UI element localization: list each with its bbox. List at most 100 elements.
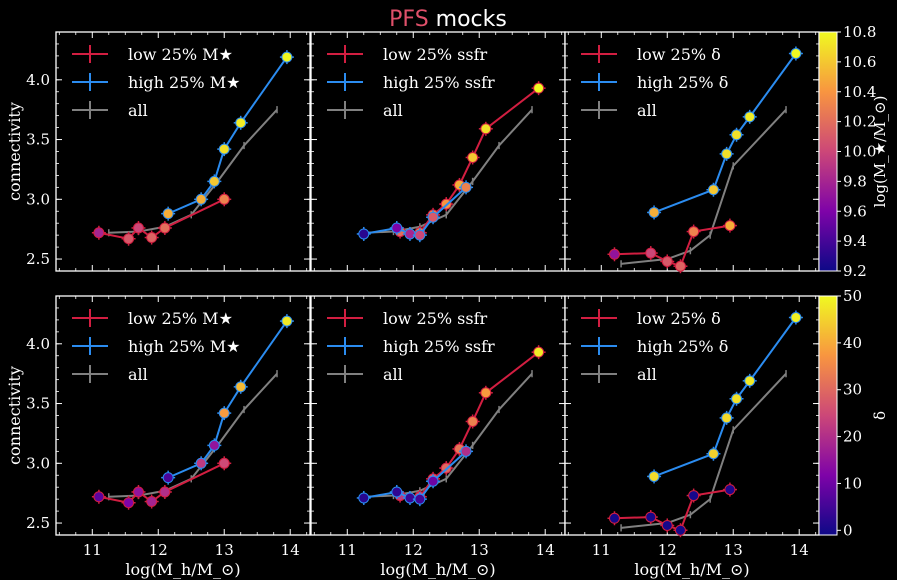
point-high: [721, 148, 733, 160]
point-high: [218, 407, 230, 419]
colorbar-tick-label: 9.8: [843, 172, 867, 190]
legend-label-high: high 25% M★: [128, 337, 240, 356]
point-low: [93, 227, 105, 239]
x-tick-label: 13: [470, 541, 489, 559]
point-high: [460, 445, 472, 457]
point-high: [414, 229, 426, 241]
colorbar-tick-label: 10: [843, 474, 862, 492]
legend-label-low: low 25% M★: [128, 45, 233, 64]
point-high: [790, 312, 802, 324]
colorbar-tick-label: 20: [843, 428, 862, 446]
plot-frame: [310, 31, 566, 272]
colorbar-tick-label: 50: [843, 287, 862, 305]
x-tick-label: 13: [215, 541, 234, 559]
point-low: [159, 222, 171, 234]
title-mocks: mocks: [429, 7, 507, 32]
point-high: [427, 211, 439, 223]
series-line-high: [653, 52, 797, 214]
panel-r1c2: 11 12 13 14 low 25% δ high 25% δ all log(M_h/M_…: [564, 295, 820, 579]
legend-label-high: high 25% δ: [637, 337, 728, 356]
point-low: [688, 490, 700, 502]
legend-label-low: low 25% ssfr: [383, 45, 488, 64]
colorbar-tick-label: 10.8: [843, 23, 876, 41]
colorbar-tick-label: 30: [843, 381, 862, 399]
x-tick-label: 13: [724, 541, 743, 559]
point-low: [480, 387, 492, 399]
point-high: [707, 184, 719, 196]
x-axis-label: log(M_h/M_⊙): [125, 560, 240, 579]
colorbar-tick-label: 10.0: [843, 143, 876, 161]
point-high: [731, 393, 743, 405]
point-high: [427, 475, 439, 487]
point-low: [146, 232, 158, 244]
x-tick-label: 11: [592, 541, 611, 559]
point-high: [195, 457, 207, 469]
x-tick-label: 14: [536, 541, 555, 559]
point-low: [218, 193, 230, 205]
y-tick-label: 4.0: [26, 335, 50, 353]
point-low: [674, 260, 686, 272]
legend-label-low: low 25% M★: [128, 309, 233, 328]
point-low: [123, 233, 135, 245]
point-high: [731, 129, 743, 141]
point-low: [132, 222, 144, 234]
x-tick-label: 11: [338, 541, 357, 559]
legend-label-all: all: [383, 365, 403, 384]
point-low: [480, 123, 492, 135]
series-line-all: [620, 372, 787, 529]
point-low: [533, 346, 545, 358]
point-high: [358, 228, 370, 240]
y-tick-label: 3.5: [26, 395, 50, 413]
series-line-high: [167, 56, 288, 215]
panel-r1c0: 11 12 13 14 2.5 3.0 3.5 4.0 low 25% M★ high 25% M…: [5, 295, 311, 579]
legend-label-all: all: [128, 101, 148, 120]
point-high: [790, 48, 802, 60]
point-high: [391, 222, 403, 234]
x-tick-label: 11: [83, 541, 102, 559]
colorbar-tick-label: 10.2: [843, 113, 876, 131]
colorbar-tick-label: 9.2: [843, 262, 867, 280]
y-tick-label: 3.0: [26, 190, 50, 208]
y-tick-label: 2.5: [26, 514, 50, 532]
series-line-high: [653, 316, 797, 478]
y-axis-label: connectivity: [5, 366, 24, 465]
point-low: [533, 82, 545, 94]
y-axis-label: connectivity: [5, 102, 24, 201]
colorbar-label: δ: [871, 411, 889, 420]
point-low: [132, 486, 144, 498]
point-low: [159, 486, 171, 498]
point-low: [218, 457, 230, 469]
point-low: [724, 484, 736, 496]
point-high: [281, 315, 293, 327]
legend-label-high: high 25% M★: [128, 73, 240, 92]
colorbar-tick-label: 9.6: [843, 202, 867, 220]
point-high: [162, 208, 174, 220]
colorbar-1: 0 10 20 30 40 50 δ: [818, 287, 889, 539]
point-low: [688, 226, 700, 238]
x-tick-label: 12: [149, 541, 168, 559]
point-high: [195, 193, 207, 205]
point-high: [208, 439, 220, 451]
colorbar-gradient: [818, 31, 838, 272]
point-low: [123, 497, 135, 509]
point-low: [146, 496, 158, 508]
point-high: [744, 111, 756, 123]
colorbar-tick-label: 0: [843, 521, 853, 539]
point-high: [460, 181, 472, 193]
legend-label-low: low 25% ssfr: [383, 309, 488, 328]
legend-label-high: high 25% ssfr: [383, 73, 495, 92]
series-line-high: [167, 320, 288, 479]
point-high: [281, 51, 293, 63]
legend-label-high: high 25% ssfr: [383, 337, 495, 356]
colorbar-tick-label: 9.4: [843, 232, 867, 250]
panel-r0c2: low 25% δ high 25% δ all: [564, 31, 820, 274]
colorbar-tick-label: 10.4: [843, 83, 876, 101]
legend-label-all: all: [383, 101, 403, 120]
point-high: [162, 472, 174, 484]
x-axis-label: log(M_h/M_⊙): [634, 560, 749, 579]
point-low: [724, 220, 736, 232]
x-tick-label: 14: [281, 541, 300, 559]
x-tick-label: 14: [790, 541, 809, 559]
panel-r0c1: low 25% ssfr high 25% ssfr all: [310, 31, 566, 272]
